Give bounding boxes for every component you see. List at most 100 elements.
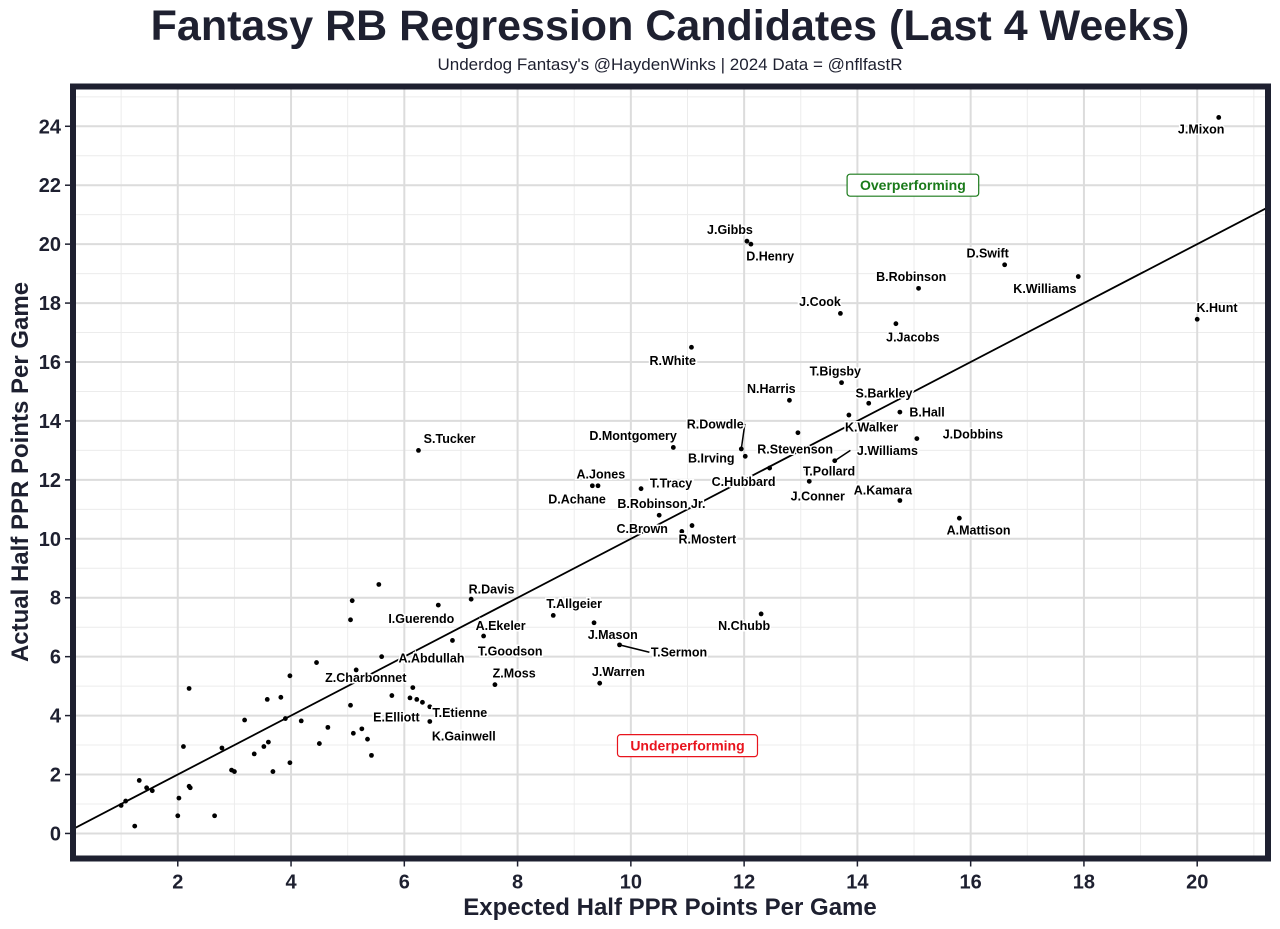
- point-label: J.Dobbins: [943, 428, 1003, 442]
- annotation-box: Overperforming: [846, 173, 980, 197]
- point-label: J.Warren: [592, 665, 645, 679]
- point-label: K.Walker: [845, 420, 898, 434]
- annotation-box: Underperforming: [616, 734, 759, 758]
- point-label: S.Barkley: [856, 386, 913, 400]
- data-point: [670, 445, 676, 450]
- major-gridlines: [73, 86, 1268, 859]
- point-label: B.Hall: [909, 406, 944, 420]
- data-point: [738, 446, 744, 452]
- data-point: [287, 673, 293, 679]
- point-label: T.Sermon: [651, 646, 707, 660]
- point-label: T.Bigsby: [810, 364, 861, 378]
- data-point: [689, 523, 695, 528]
- point-label: J.Mixon: [1178, 123, 1225, 137]
- data-point: [282, 716, 288, 721]
- chart-title: Fantasy RB Regression Candidates (Last 4…: [151, 2, 1190, 50]
- annotation-text: Underperforming: [630, 738, 744, 754]
- y-tick-label: 24: [39, 116, 62, 138]
- point-label: R.White: [649, 354, 696, 368]
- data-point: [298, 718, 304, 724]
- data-point: [748, 241, 754, 247]
- data-point: [893, 321, 899, 327]
- data-point: [481, 633, 487, 639]
- data-point: [1075, 274, 1081, 279]
- data-point: [389, 693, 395, 698]
- data-point: [175, 813, 181, 819]
- x-tick-label: 14: [846, 872, 869, 894]
- data-point: [187, 785, 193, 791]
- point-label: C.Hubbard: [712, 475, 776, 489]
- point-label: I.Guerendo: [388, 612, 454, 626]
- point-label: J.Williams: [857, 444, 918, 458]
- data-point: [219, 745, 225, 751]
- plot-border: [70, 83, 1271, 862]
- data-point: [804, 467, 809, 472]
- data-point: [261, 744, 267, 749]
- point-label: R.Stevenson: [757, 442, 833, 456]
- point-label: Z.Charbonnet: [325, 671, 407, 685]
- point-label: J.Gibbs: [707, 223, 753, 237]
- x-axis-label: Expected Half PPR Points Per Game: [463, 894, 876, 921]
- data-points: [118, 115, 1222, 829]
- data-point: [832, 458, 838, 464]
- y-tick-label: 22: [39, 175, 61, 197]
- data-point: [265, 739, 271, 745]
- data-point: [118, 803, 124, 808]
- point-label: R.Mostert: [678, 532, 736, 546]
- point-label: J.Cook: [799, 295, 841, 309]
- data-point: [181, 744, 186, 749]
- data-point: [278, 694, 284, 700]
- data-point: [767, 465, 773, 471]
- y-tick-label: 10: [39, 529, 61, 551]
- data-point: [420, 699, 425, 705]
- point-label: A.Kamara: [854, 484, 913, 498]
- y-tick-label: 0: [50, 823, 61, 845]
- y-tick-label: 2: [50, 765, 61, 787]
- y-tick-label: 16: [39, 352, 61, 374]
- data-point: [314, 660, 319, 665]
- reference-line-layer: [72, 206, 1269, 830]
- point-label: K.Williams: [1013, 282, 1076, 296]
- x-tick-label: 6: [399, 872, 410, 894]
- leader-line: [619, 644, 650, 653]
- data-point: [349, 598, 355, 604]
- point-label: T.Goodson: [478, 644, 543, 658]
- point-label: A.Abdullah: [399, 652, 465, 666]
- data-point: [742, 453, 748, 459]
- data-point: [758, 611, 764, 617]
- data-point: [410, 685, 416, 690]
- data-point: [595, 483, 601, 489]
- data-point: [350, 730, 356, 736]
- data-point: [232, 769, 237, 774]
- data-point: [897, 498, 903, 503]
- y-axis-label: Actual Half PPR Points Per Game: [7, 282, 34, 662]
- point-label: K.Hunt: [1197, 301, 1239, 315]
- data-point: [617, 642, 622, 648]
- data-point: [123, 798, 129, 804]
- x-axis-ticks: 2 4 6 8 10 12 14 16 18 20: [172, 861, 1208, 894]
- data-point: [325, 724, 331, 730]
- data-point: [492, 682, 498, 688]
- data-point: [379, 654, 385, 660]
- point-label: J.Jacobs: [886, 330, 940, 344]
- annotation-frame: [616, 734, 759, 758]
- data-point: [270, 769, 276, 774]
- data-point: [407, 695, 413, 701]
- point-label: N.Harris: [747, 382, 796, 396]
- data-point: [806, 478, 812, 484]
- data-point: [846, 412, 852, 418]
- x-tick-label: 10: [620, 872, 642, 894]
- x-tick-label: 2: [172, 872, 183, 894]
- x-tick-label: 12: [733, 872, 755, 894]
- data-point: [427, 719, 433, 724]
- point-label: T.Allgeier: [546, 597, 602, 611]
- point-labels: J.Mixon J.Gibbs D.Henry D.Swift K.Williams B.…: [324, 121, 1240, 745]
- data-point: [679, 529, 685, 534]
- y-tick-label: 20: [39, 234, 61, 256]
- x-tick-label: 18: [1073, 872, 1095, 894]
- data-point: [1216, 115, 1222, 120]
- point-label: S.Tucker: [424, 432, 476, 446]
- data-point: [916, 285, 921, 291]
